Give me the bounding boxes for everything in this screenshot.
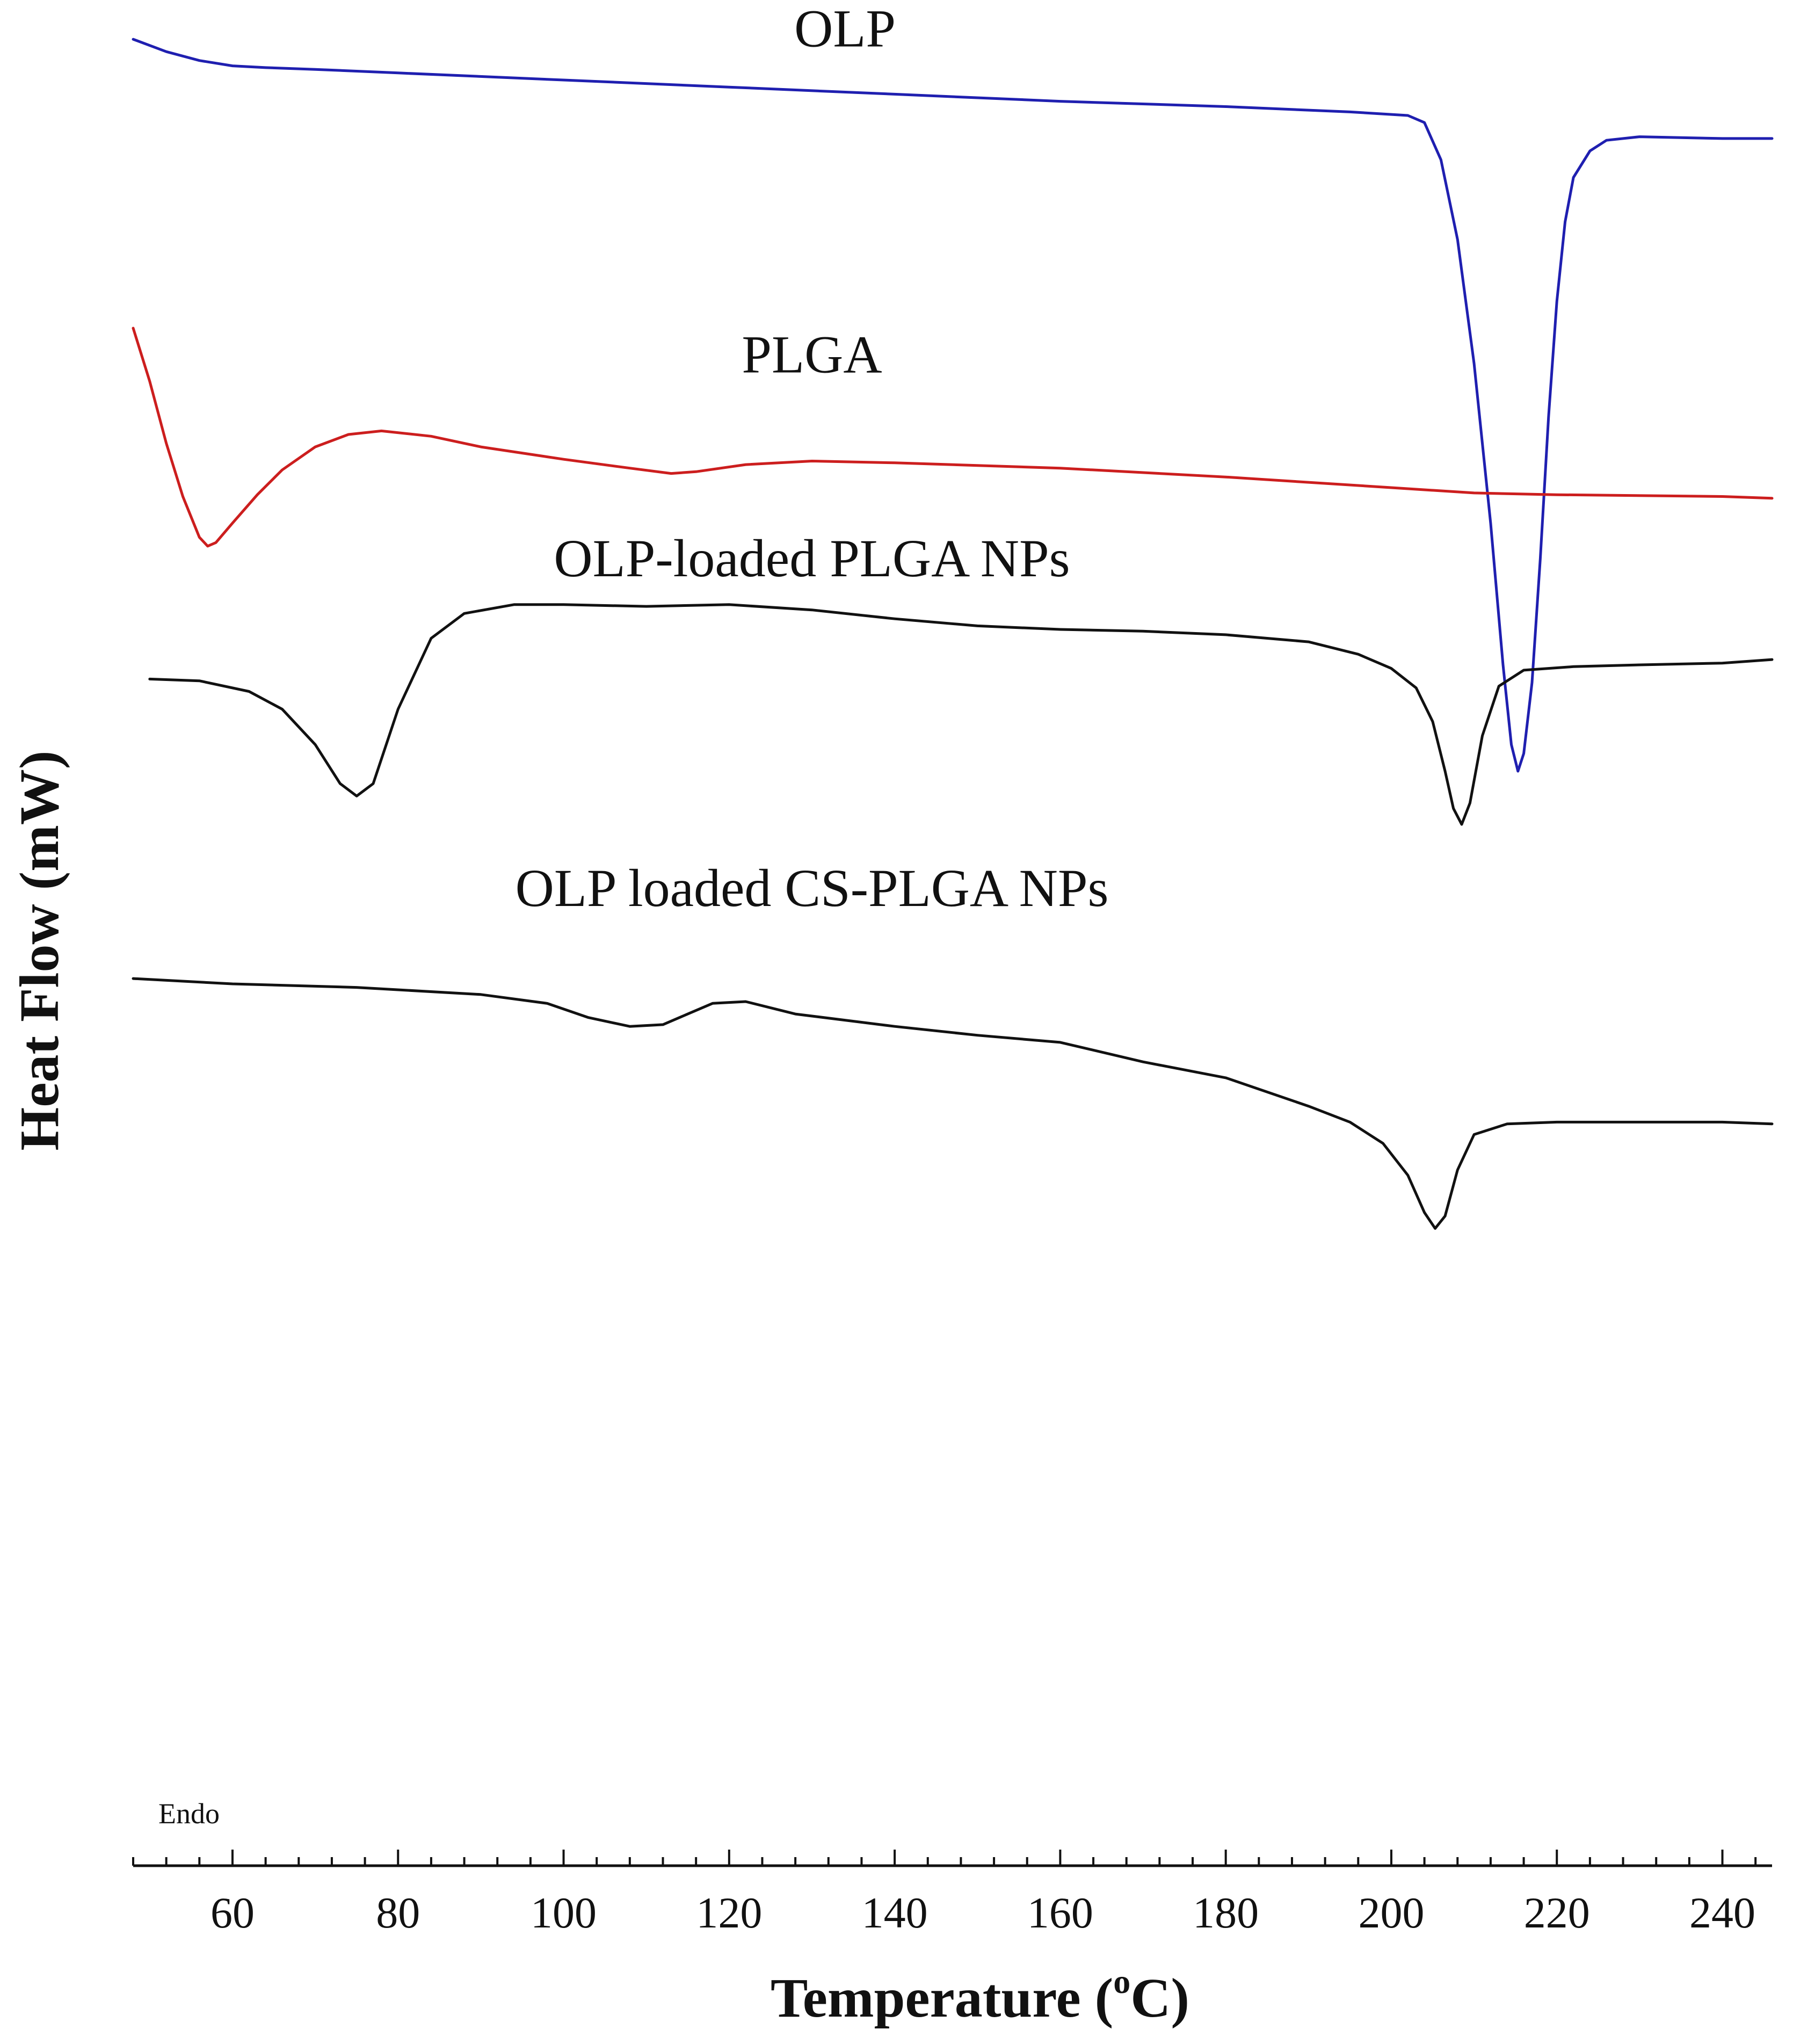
- series-line-3: [132, 977, 1774, 1230]
- x-tick-label-9: 240: [1689, 1888, 1755, 1937]
- x-axis-title: Temperature (oC): [771, 1962, 1189, 2029]
- x-axis-title-unit: C): [1130, 1967, 1189, 2029]
- series-label-0: OLP: [794, 0, 896, 58]
- endo-annotation: Endo: [158, 1797, 220, 1830]
- series-label-2: OLP-loaded PLGA NPs: [554, 528, 1070, 588]
- x-axis-ticks: [132, 1850, 1757, 1866]
- x-axis-title-degree: o: [1113, 1962, 1130, 2000]
- series-line-1: [132, 327, 1774, 548]
- y-axis-title: Heat Flow (mW): [9, 750, 70, 1150]
- series-label-1: PLGA: [742, 325, 882, 385]
- series-line-2: [148, 603, 1774, 826]
- curves-layer: [132, 38, 1774, 1230]
- x-tick-label-8: 220: [1524, 1888, 1590, 1937]
- x-tick-label-1: 80: [376, 1888, 420, 1937]
- x-tick-label-3: 120: [696, 1888, 762, 1937]
- x-tick-label-5: 160: [1027, 1888, 1093, 1937]
- series-label-3: OLP loaded CS-PLGA NPs: [516, 858, 1109, 918]
- x-tick-label-7: 200: [1358, 1888, 1424, 1937]
- series-line-0: [132, 38, 1774, 773]
- x-tick-label-2: 100: [531, 1888, 597, 1937]
- x-tick-label-4: 140: [862, 1888, 928, 1937]
- x-tick-label-6: 180: [1193, 1888, 1259, 1937]
- series-labels-layer: OLP PLGA OLP-loaded PLGA NPs OLP loaded CS-…: [516, 0, 1109, 918]
- x-tick-label-0: 60: [210, 1888, 255, 1937]
- x-axis-tick-labels: 60 80 100 120 140 160 180 200 220 240: [210, 1888, 1755, 1937]
- x-axis-title-main: Temperature (: [771, 1967, 1113, 2029]
